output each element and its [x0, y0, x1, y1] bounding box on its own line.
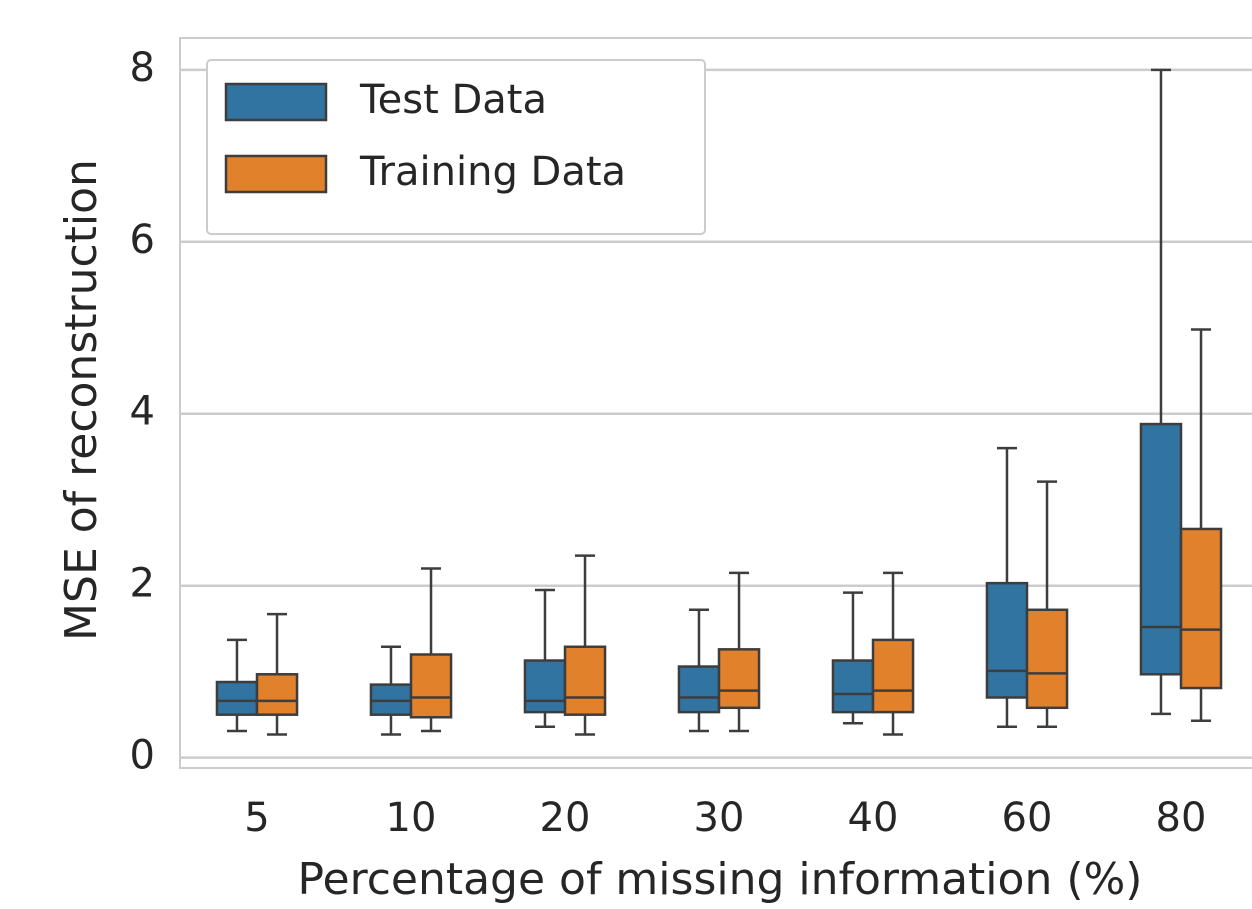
y-tick-label: 6 [130, 217, 155, 263]
x-axis-label: Percentage of missing information (%) [298, 854, 1143, 905]
box [1025, 608, 1069, 710]
legend-label: Test Data [359, 77, 547, 123]
box [1139, 422, 1183, 676]
box [409, 653, 453, 719]
x-tick-label: 10 [386, 795, 437, 841]
legend-swatch [224, 154, 328, 194]
y-tick-label: 8 [130, 45, 155, 91]
box [563, 645, 607, 716]
box [215, 680, 259, 716]
box [369, 683, 413, 716]
legend-swatch [224, 82, 328, 122]
x-tick-label: 60 [1002, 795, 1053, 841]
box [255, 673, 299, 716]
x-tick-label: 40 [848, 795, 899, 841]
box [677, 665, 721, 714]
box [871, 638, 915, 714]
y-tick-label: 0 [130, 733, 155, 779]
box [985, 581, 1029, 699]
legend-frame [206, 59, 706, 235]
box [523, 659, 567, 714]
x-tick-label: 30 [694, 795, 745, 841]
box [1179, 527, 1223, 690]
legend-label: Training Data [359, 149, 626, 195]
x-tick-label: 80 [1156, 795, 1207, 841]
y-tick-label: 4 [130, 389, 155, 435]
box [831, 659, 875, 714]
x-tick-label: 5 [244, 795, 269, 841]
y-tick-label: 2 [130, 561, 155, 607]
x-tick-label: 20 [540, 795, 591, 841]
box [717, 648, 761, 710]
y-axis-label: MSE of reconstruction [56, 159, 107, 641]
